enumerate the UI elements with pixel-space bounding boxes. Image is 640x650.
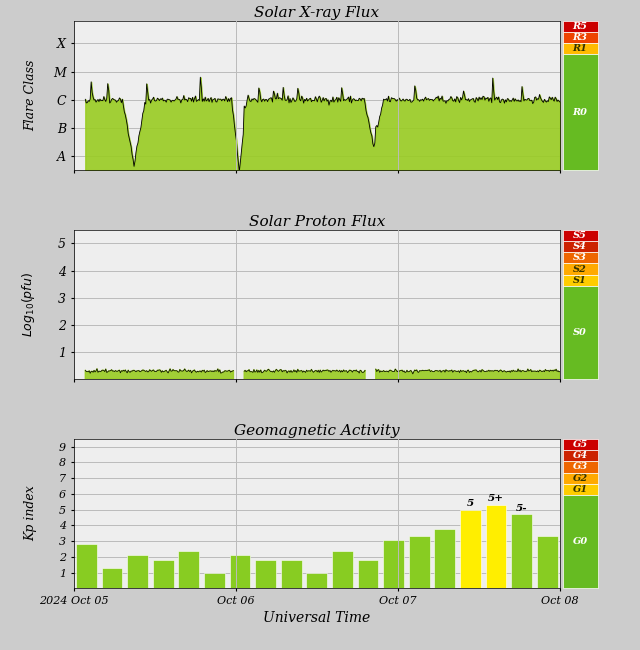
Bar [153, 560, 173, 588]
Text: 5+: 5+ [488, 495, 504, 503]
Bar [307, 573, 327, 588]
Title: Solar Proton Flux: Solar Proton Flux [248, 214, 385, 229]
Bar [281, 560, 301, 588]
Bar [332, 551, 353, 588]
Bar [409, 536, 429, 588]
Text: G5: G5 [573, 440, 588, 449]
Text: R5: R5 [573, 22, 588, 31]
Text: S2: S2 [573, 265, 587, 274]
Y-axis label: $Log_{10}(pfu)$: $Log_{10}(pfu)$ [20, 272, 37, 337]
Title: Geomagnetic Activity: Geomagnetic Activity [234, 424, 399, 437]
Bar [204, 573, 225, 588]
Bar [255, 560, 276, 588]
Text: R1: R1 [573, 44, 588, 53]
Text: G3: G3 [573, 462, 588, 471]
Text: G1: G1 [573, 485, 588, 494]
Bar [358, 560, 378, 588]
Bar [102, 568, 122, 588]
Bar [383, 540, 404, 588]
Bar [179, 551, 199, 588]
Text: 5-: 5- [516, 504, 527, 513]
Text: R3: R3 [573, 33, 588, 42]
Text: S1: S1 [573, 276, 587, 285]
Bar [230, 555, 250, 588]
Text: S3: S3 [573, 254, 587, 263]
Text: G2: G2 [573, 474, 588, 482]
Text: S5: S5 [573, 231, 587, 240]
Text: S4: S4 [573, 242, 587, 251]
Y-axis label: Kp index: Kp index [24, 486, 37, 541]
Title: Solar X-ray Flux: Solar X-ray Flux [254, 6, 380, 20]
Text: G0: G0 [573, 537, 588, 546]
Text: R0: R0 [573, 108, 588, 117]
X-axis label: Universal Time: Universal Time [263, 612, 371, 625]
Bar [76, 544, 97, 588]
Bar [435, 528, 455, 588]
Bar [460, 510, 481, 588]
Bar [127, 555, 148, 588]
Bar [486, 505, 506, 588]
Y-axis label: Flare Class: Flare Class [24, 60, 37, 131]
Bar [511, 514, 532, 588]
Text: 5: 5 [467, 499, 474, 508]
Bar [537, 536, 557, 588]
Text: S0: S0 [573, 328, 587, 337]
Text: G4: G4 [573, 451, 588, 460]
